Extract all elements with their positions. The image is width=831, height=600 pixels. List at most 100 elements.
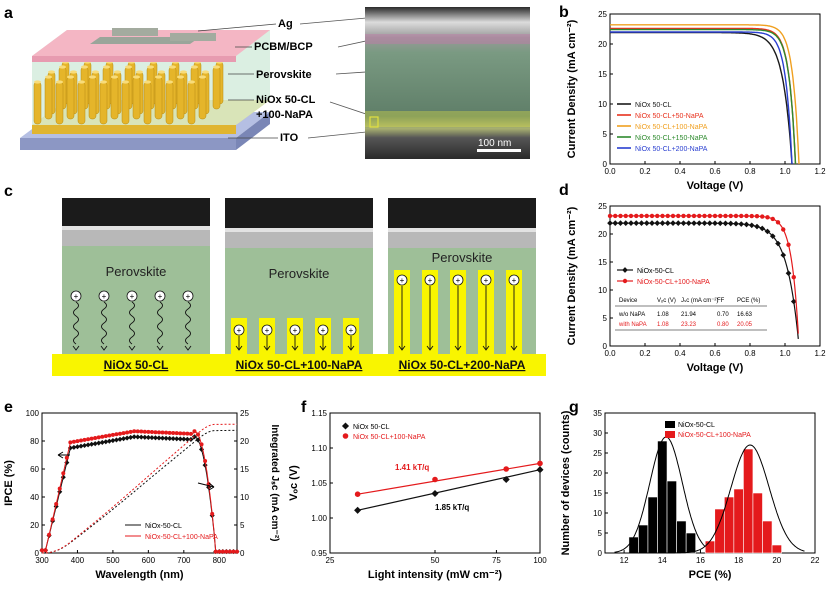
d-series-1-marker <box>728 213 733 219</box>
b-xtick-label: 1.2 <box>814 167 826 176</box>
d-series-1-marker <box>613 213 618 219</box>
d-xtick-label: 1.2 <box>814 349 826 358</box>
d-series-0-marker <box>612 220 619 226</box>
e-xtick-label: 800 <box>213 556 227 565</box>
f-legend-marker <box>342 433 349 439</box>
nanorod <box>187 81 196 125</box>
b-ylabel: Current Density (mA cm⁻²) <box>566 19 578 158</box>
g-series-0-bar <box>638 524 649 554</box>
panel-d-jv-chart: d 0.0 0.2 0.4 0.6 0.8 1.0 1.2 0 5 10 15 20 25 Voltage… <box>559 182 826 374</box>
b-ytick-label: 15 <box>598 70 607 79</box>
d-series-0-marker <box>780 252 787 258</box>
d-series-1-marker <box>670 213 676 219</box>
b-xtick-label: 0.8 <box>744 167 756 176</box>
b-series-4-line <box>610 31 793 165</box>
g-series-1-bar <box>771 544 782 554</box>
e-ytick-label: 20 <box>30 521 39 530</box>
f-series-0-marker <box>536 466 544 474</box>
c-hole-arrowhead <box>184 345 192 351</box>
g-xtick-label: 18 <box>734 556 743 565</box>
f-series-1-fit <box>357 462 541 495</box>
d-series-1-marker <box>744 213 749 219</box>
d-series-1-marker <box>681 213 686 219</box>
nanorod-top <box>155 75 162 79</box>
d-series-1-marker <box>665 213 670 219</box>
d-table-cell: 21.94 <box>681 312 697 318</box>
f-series-1-marker <box>432 476 438 483</box>
e-y2label: Integrated Jₛc (mA cm⁻²) <box>269 425 280 542</box>
nanorod-top <box>144 80 151 84</box>
c-hole-circle <box>182 290 194 302</box>
nanorod-top <box>78 80 85 84</box>
c-hole-arrowhead <box>156 345 164 351</box>
nanorod-array <box>33 60 224 125</box>
c-hole-symbol: + <box>293 326 298 335</box>
nanorod <box>88 76 97 120</box>
d-xtick-label: 0.0 <box>604 349 616 358</box>
d-legend-marker <box>622 278 628 284</box>
label-napa: +100-NaPA <box>256 109 313 121</box>
nanorod-top <box>180 70 187 74</box>
sem-cross-section: 100 nm <box>365 7 530 159</box>
nanorod-top <box>89 75 96 79</box>
d-series-0-marker <box>727 220 734 227</box>
e-y2tick-label: 0 <box>240 549 245 558</box>
g-xtick-label: 20 <box>772 556 781 565</box>
b-xtick-label: 0.6 <box>709 167 721 176</box>
b-ytick-label: 25 <box>598 10 607 19</box>
d-series-1-marker <box>634 213 639 219</box>
c-hole-circle <box>508 274 520 286</box>
nanorod-top <box>67 75 74 79</box>
b-legend-label: NiOx 50-CL+100-NaPA <box>635 124 708 131</box>
c-substrate-label: NiOx 50-CL <box>104 358 169 372</box>
g-legend-label: NiOx-50-CL+100-NaPA <box>678 432 751 439</box>
e-xtick-label: 700 <box>177 556 191 565</box>
e-ylabel: IPCE (%) <box>3 460 15 506</box>
d-table-cell: 1.08 <box>657 312 669 318</box>
d-series-0-marker <box>633 220 640 226</box>
g-xtick-label: 16 <box>696 556 705 565</box>
c-hole-symbol: + <box>428 276 433 285</box>
d-series-0-marker <box>654 220 661 226</box>
label-ito: ITO <box>280 132 299 144</box>
c-hole-circle <box>233 324 245 336</box>
b-ytick-label: 0 <box>603 160 608 169</box>
d-series-0-marker <box>733 220 739 227</box>
d-series-0-marker <box>659 220 666 226</box>
c-substrate-label: NiOx 50-CL+200-NaPA <box>399 358 526 372</box>
d-table-cell: 0.70 <box>717 312 729 318</box>
panel-f-voc-chart: f 25 50 75 100 0.95 1.00 1.05 1.10 1.15 Light int… <box>288 399 547 581</box>
g-xlabel: PCE (%) <box>689 569 732 581</box>
f-annotation-slope-red: 1.41 kT/q <box>395 463 429 472</box>
e-y2tick-label: 10 <box>240 493 249 502</box>
nanorod-top <box>103 65 110 69</box>
d-series-1-marker <box>739 213 744 219</box>
nanorod-top <box>158 70 165 74</box>
c-hole-path <box>129 301 135 345</box>
d-ytick-label: 20 <box>598 230 607 239</box>
g-ylabel: Number of devices (counts) <box>560 410 572 555</box>
f-series-1-marker <box>537 460 543 467</box>
c-hole-arrowhead <box>510 345 518 351</box>
g-xtick-label: 12 <box>620 556 629 565</box>
f-xlabel: Light intensity (mW cm⁻²) <box>368 569 502 581</box>
g-legend-swatch <box>665 431 675 438</box>
c-hole-circle <box>396 274 408 286</box>
f-ytick-label: 1.10 <box>311 444 327 453</box>
b-series-0-line <box>610 31 793 165</box>
c-hole-symbol: + <box>456 276 461 285</box>
e-xtick-label: 300 <box>35 556 49 565</box>
c-hole-circle <box>289 324 301 336</box>
d-table-cell: 20.05 <box>737 322 753 328</box>
e-y2tick-label: 20 <box>240 437 249 446</box>
g-xtick-label: 22 <box>811 556 820 565</box>
d-series-0-marker <box>738 221 745 227</box>
d-series-0-marker <box>764 228 771 235</box>
c-hole-arrowhead <box>398 345 406 351</box>
c-hole-circle <box>452 274 464 286</box>
f-ytick-label: 0.95 <box>311 549 327 558</box>
f-xtick-label: 75 <box>492 556 501 565</box>
f-ytick-label: 1.05 <box>311 479 327 488</box>
d-xtick-label: 0.6 <box>709 349 721 358</box>
d-series-0-marker <box>759 225 766 232</box>
